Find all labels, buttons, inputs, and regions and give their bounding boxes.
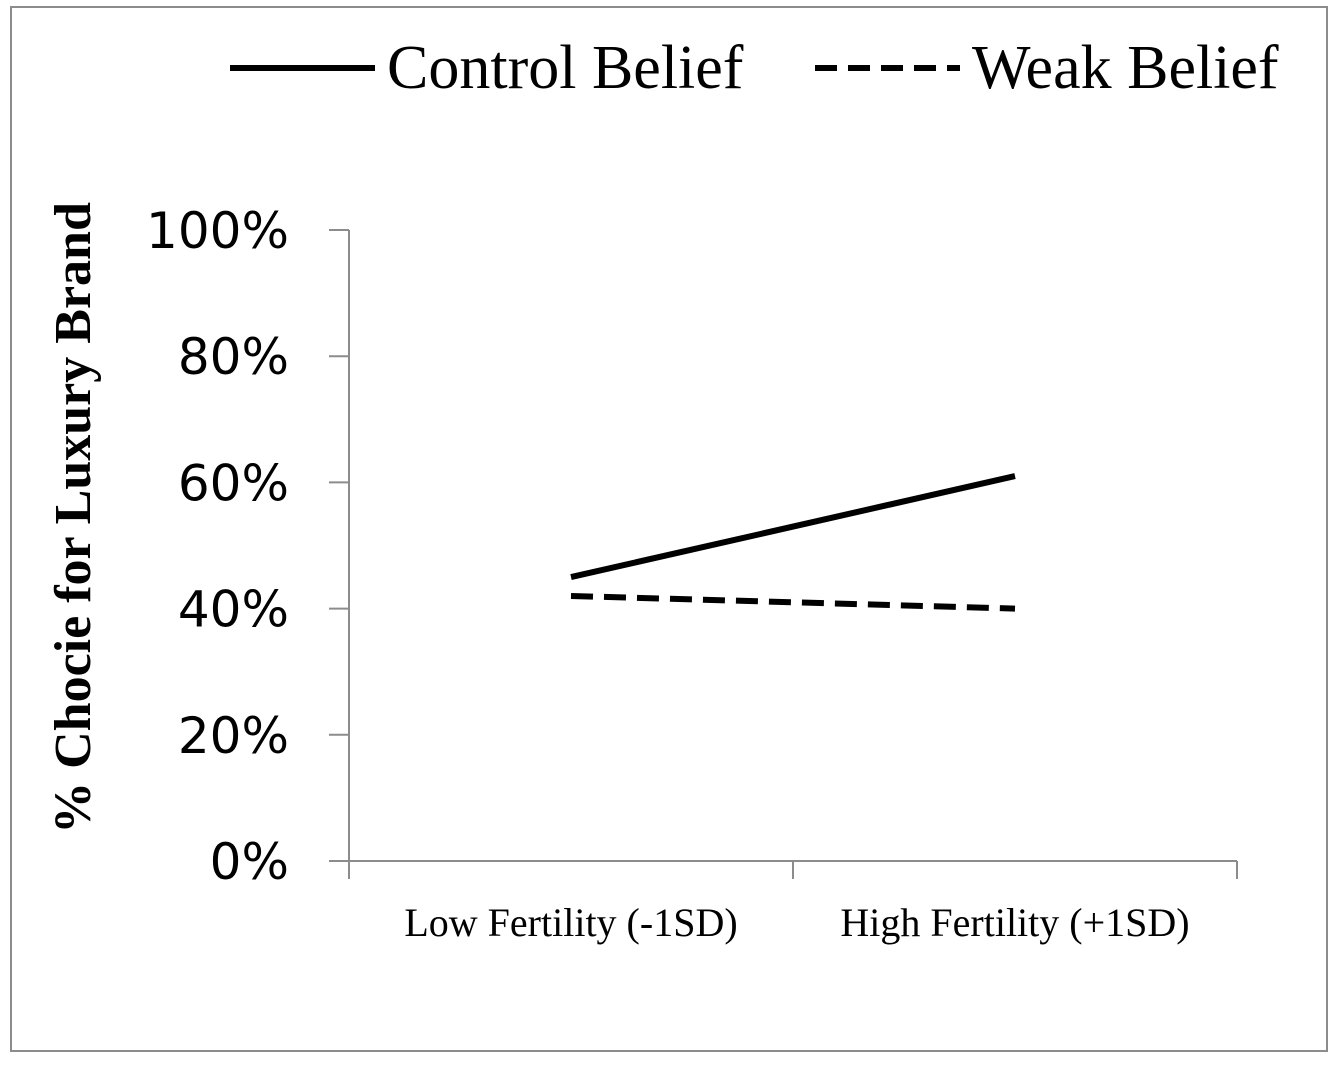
- y-tick-labels: 0% 20% 40% 60% 80% 100%: [146, 202, 289, 891]
- y-tick-label: 20%: [178, 707, 289, 765]
- y-tick-label: 0%: [210, 833, 289, 891]
- y-tick-label: 60%: [178, 454, 289, 512]
- y-tick-label: 100%: [146, 202, 289, 260]
- x-category-label: Low Fertility (-1SD): [404, 900, 737, 945]
- y-tick-label: 80%: [178, 328, 289, 386]
- chart-frame: [10, 6, 1328, 1052]
- y-axis-title: % Chocie for Luxury Brand: [45, 202, 102, 834]
- y-tick-label: 40%: [178, 581, 289, 639]
- series-line-weak-belief: [570, 592, 1016, 612]
- series-lines: [570, 473, 1016, 612]
- series-line-control-belief: [570, 473, 1016, 580]
- legend-label-control-belief: Control Belief: [387, 34, 744, 102]
- x-category-label: High Fertility (+1SD): [840, 900, 1189, 945]
- legend: Control Belief Weak Belief: [230, 34, 1279, 102]
- legend-label-weak-belief: Weak Belief: [972, 34, 1279, 102]
- axes: [329, 229, 1238, 879]
- x-category-labels: Low Fertility (-1SD) High Fertility (+1SD…: [404, 900, 1189, 945]
